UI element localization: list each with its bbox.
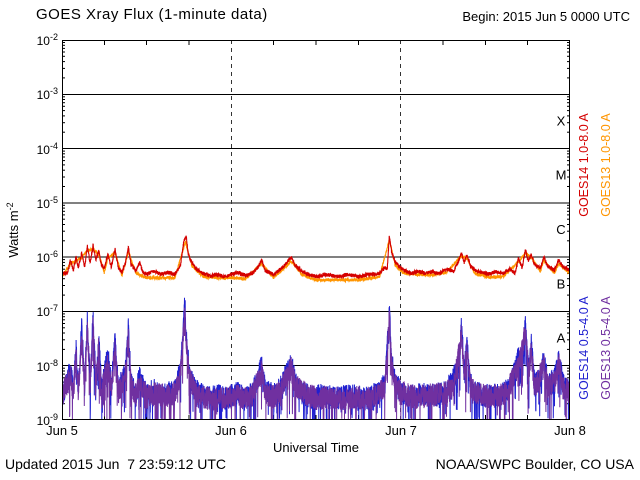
x-axis-title: Universal Time <box>273 440 359 455</box>
series-goes13-short <box>62 307 570 420</box>
updated-timestamp: Updated 2015 Jun 7 23:59:12 UTC <box>5 456 227 472</box>
flare-class-b: B <box>557 276 566 291</box>
x-tick-jun8: Jun 8 <box>554 423 586 438</box>
y-axis-title-exponent: -2 <box>4 202 15 211</box>
series-goes14-long <box>62 235 570 280</box>
flare-class-x: X <box>557 113 566 128</box>
y-tick-label: 10-8 <box>36 357 58 374</box>
y-tick-label: 10-2 <box>36 32 58 48</box>
x-tick-jun7: Jun 7 <box>385 423 417 438</box>
source-attribution: NOAA/SWPC Boulder, CO USA <box>435 456 634 472</box>
x-tick-jun6: Jun 6 <box>215 423 247 438</box>
legend-goes14-long: GOES14 1.0-8.0 A <box>577 113 591 217</box>
flare-class-c: C <box>556 222 565 237</box>
page-title: GOES Xray Flux (1-minute data) <box>36 6 268 23</box>
legend-goes13-short: GOES13 0.5-4.0 A <box>599 296 613 400</box>
flare-class-a: A <box>557 331 566 346</box>
y-tick-label: 10-9 <box>36 412 58 428</box>
y-tick-label: 10-7 <box>36 303 58 320</box>
series-goes13-long <box>62 238 570 284</box>
x-tick-jun5: Jun 5 <box>46 423 78 438</box>
plot-border <box>62 40 570 420</box>
legend-goes14-short: GOES14 0.5-4.0 A <box>577 296 591 400</box>
y-tick-label: 10-5 <box>36 194 58 211</box>
legend-goes13-long: GOES13 1.0-8.0 A <box>599 113 613 217</box>
y-tick-label: 10-6 <box>36 249 58 266</box>
y-tick-label: 10-3 <box>36 86 58 103</box>
begin-time-label: Begin: 2015 Jun 5 0000 UTC <box>462 9 630 24</box>
plot-svg: X M C B A <box>62 40 570 420</box>
y-tick-label: 10-4 <box>36 140 58 157</box>
flare-class-m: M <box>556 168 567 183</box>
